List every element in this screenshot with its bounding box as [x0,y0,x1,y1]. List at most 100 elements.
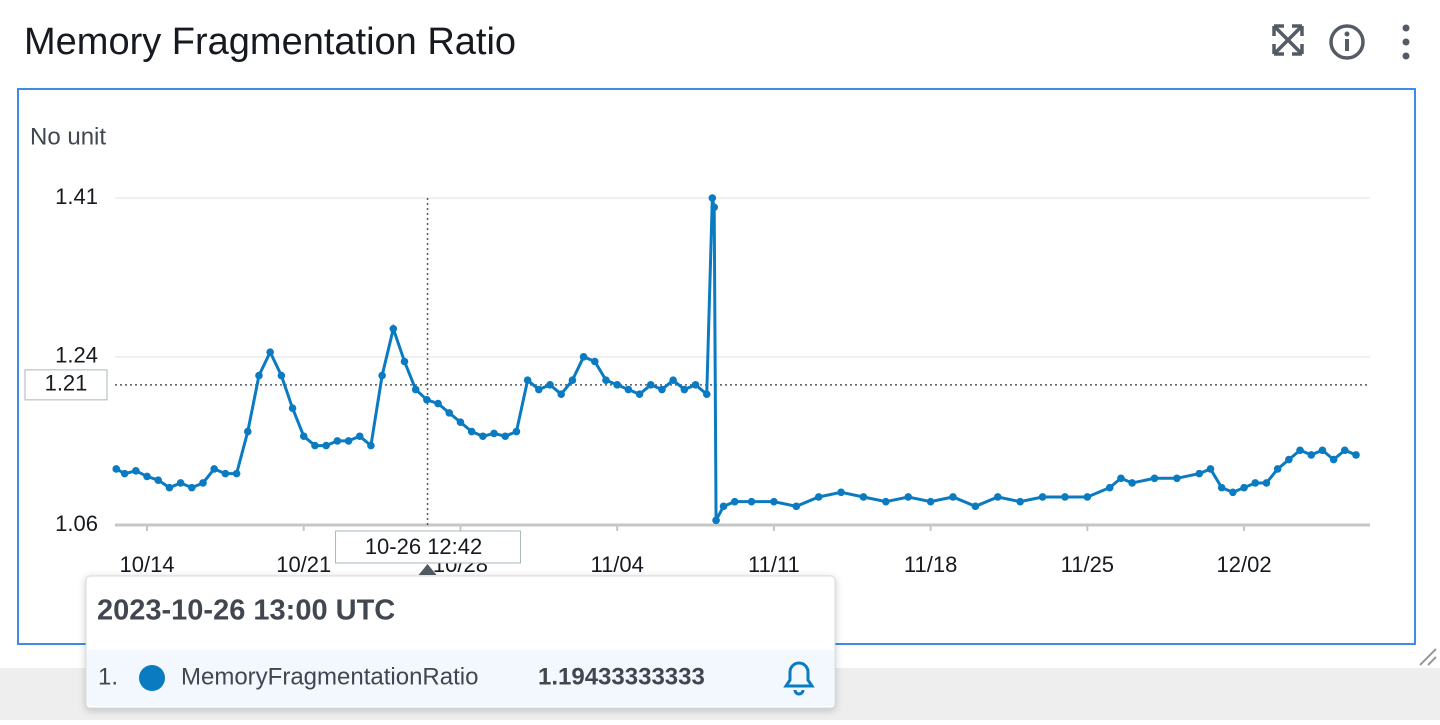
widget-card [0,0,1440,668]
data-point [568,376,577,384]
data-point [1150,474,1159,483]
info-icon[interactable] [1329,24,1365,60]
data-point [322,441,330,450]
data-point [926,497,935,506]
tooltip-time: 2023-10-26 13:00 UTC [97,595,395,627]
data-point [1273,465,1282,473]
data-point [165,483,174,492]
data-point [747,497,756,506]
y-tick-label: 1.24 [55,343,98,368]
crosshair-x-label: 10-26 12:42 [365,534,482,559]
data-point [546,381,554,389]
data-point [792,502,801,511]
data-point [490,429,498,438]
data-point [423,396,431,404]
data-point [1296,446,1304,455]
data-point [669,376,677,384]
data-point [590,357,599,366]
data-point [1262,479,1271,487]
x-tick-label: 10/21 [276,552,331,577]
tooltip-value: 1.19433333333 [538,663,705,690]
alarm-icon[interactable] [783,661,815,696]
data-point [1341,446,1349,455]
data-point [837,488,845,497]
data-point [882,497,890,506]
data-point [710,203,719,212]
data-point [993,493,1002,501]
data-point [1307,451,1316,459]
expand-icon[interactable] [1272,24,1304,56]
data-point [389,325,398,333]
data-point [210,465,218,473]
data-point [434,399,442,408]
data-point [635,390,644,399]
data-point [400,357,409,366]
data-point [232,469,241,478]
tooltip: 2023-10-26 13:00 UTC 1. MemoryFragmentat… [85,575,836,709]
tooltip-metric: MemoryFragmentationRatio [181,663,478,690]
data-point [512,427,521,436]
data-point [1038,493,1047,501]
resize-handle[interactable] [1419,648,1437,666]
data-point [1251,479,1260,487]
data-point [708,194,717,202]
crosshair-x-label-box [335,530,522,564]
data-point [624,385,633,394]
data-point [1016,497,1024,506]
tooltip-row [87,650,834,706]
data-point [730,497,739,506]
data-point [712,516,720,525]
data-point [255,371,263,380]
data-point [523,376,532,384]
data-point [154,476,163,484]
data-point [176,479,185,487]
data-point [658,385,666,394]
data-point [344,437,353,445]
data-point [971,502,980,511]
data-point [333,437,342,445]
data-point [579,353,588,361]
data-point [1352,451,1360,459]
data-point [904,493,913,501]
data-point [680,385,689,394]
data-point [243,427,252,436]
data-point [355,432,364,441]
tooltip-swatch [139,665,165,691]
data-point [1173,474,1181,483]
data-point [1117,474,1125,483]
data-point [613,381,621,389]
data-point [1128,479,1136,487]
x-tick-label: 11/11 [748,552,800,577]
data-point [378,371,386,380]
tooltip-index: 1. [98,663,118,690]
data-point [120,469,129,478]
data-point [1206,465,1215,473]
x-tick-label: 12/02 [1217,552,1272,577]
data-point [288,404,297,413]
data-point [1229,488,1237,497]
data-point [949,493,957,501]
data-point [467,427,476,436]
data-point [221,469,230,478]
data-point [1240,483,1248,492]
data-point [143,472,151,481]
data-point [719,502,728,511]
data-point [691,381,700,389]
crosshair-x-pointer [418,564,437,575]
y-tick-label: 1.41 [55,184,98,209]
data-point [702,390,711,399]
data-point [411,385,420,394]
more-menu-icon[interactable] [1402,24,1410,60]
data-point [367,441,375,450]
data-point [859,493,868,501]
data-point [557,390,566,399]
crosshair-y-label: 1.21 [45,371,88,396]
data-point [311,441,319,450]
y-tick-label: 1.06 [55,511,98,536]
data-point [188,483,196,492]
data-point [456,418,465,427]
x-tick-label: 11/25 [1061,552,1114,577]
data-point [445,409,454,417]
